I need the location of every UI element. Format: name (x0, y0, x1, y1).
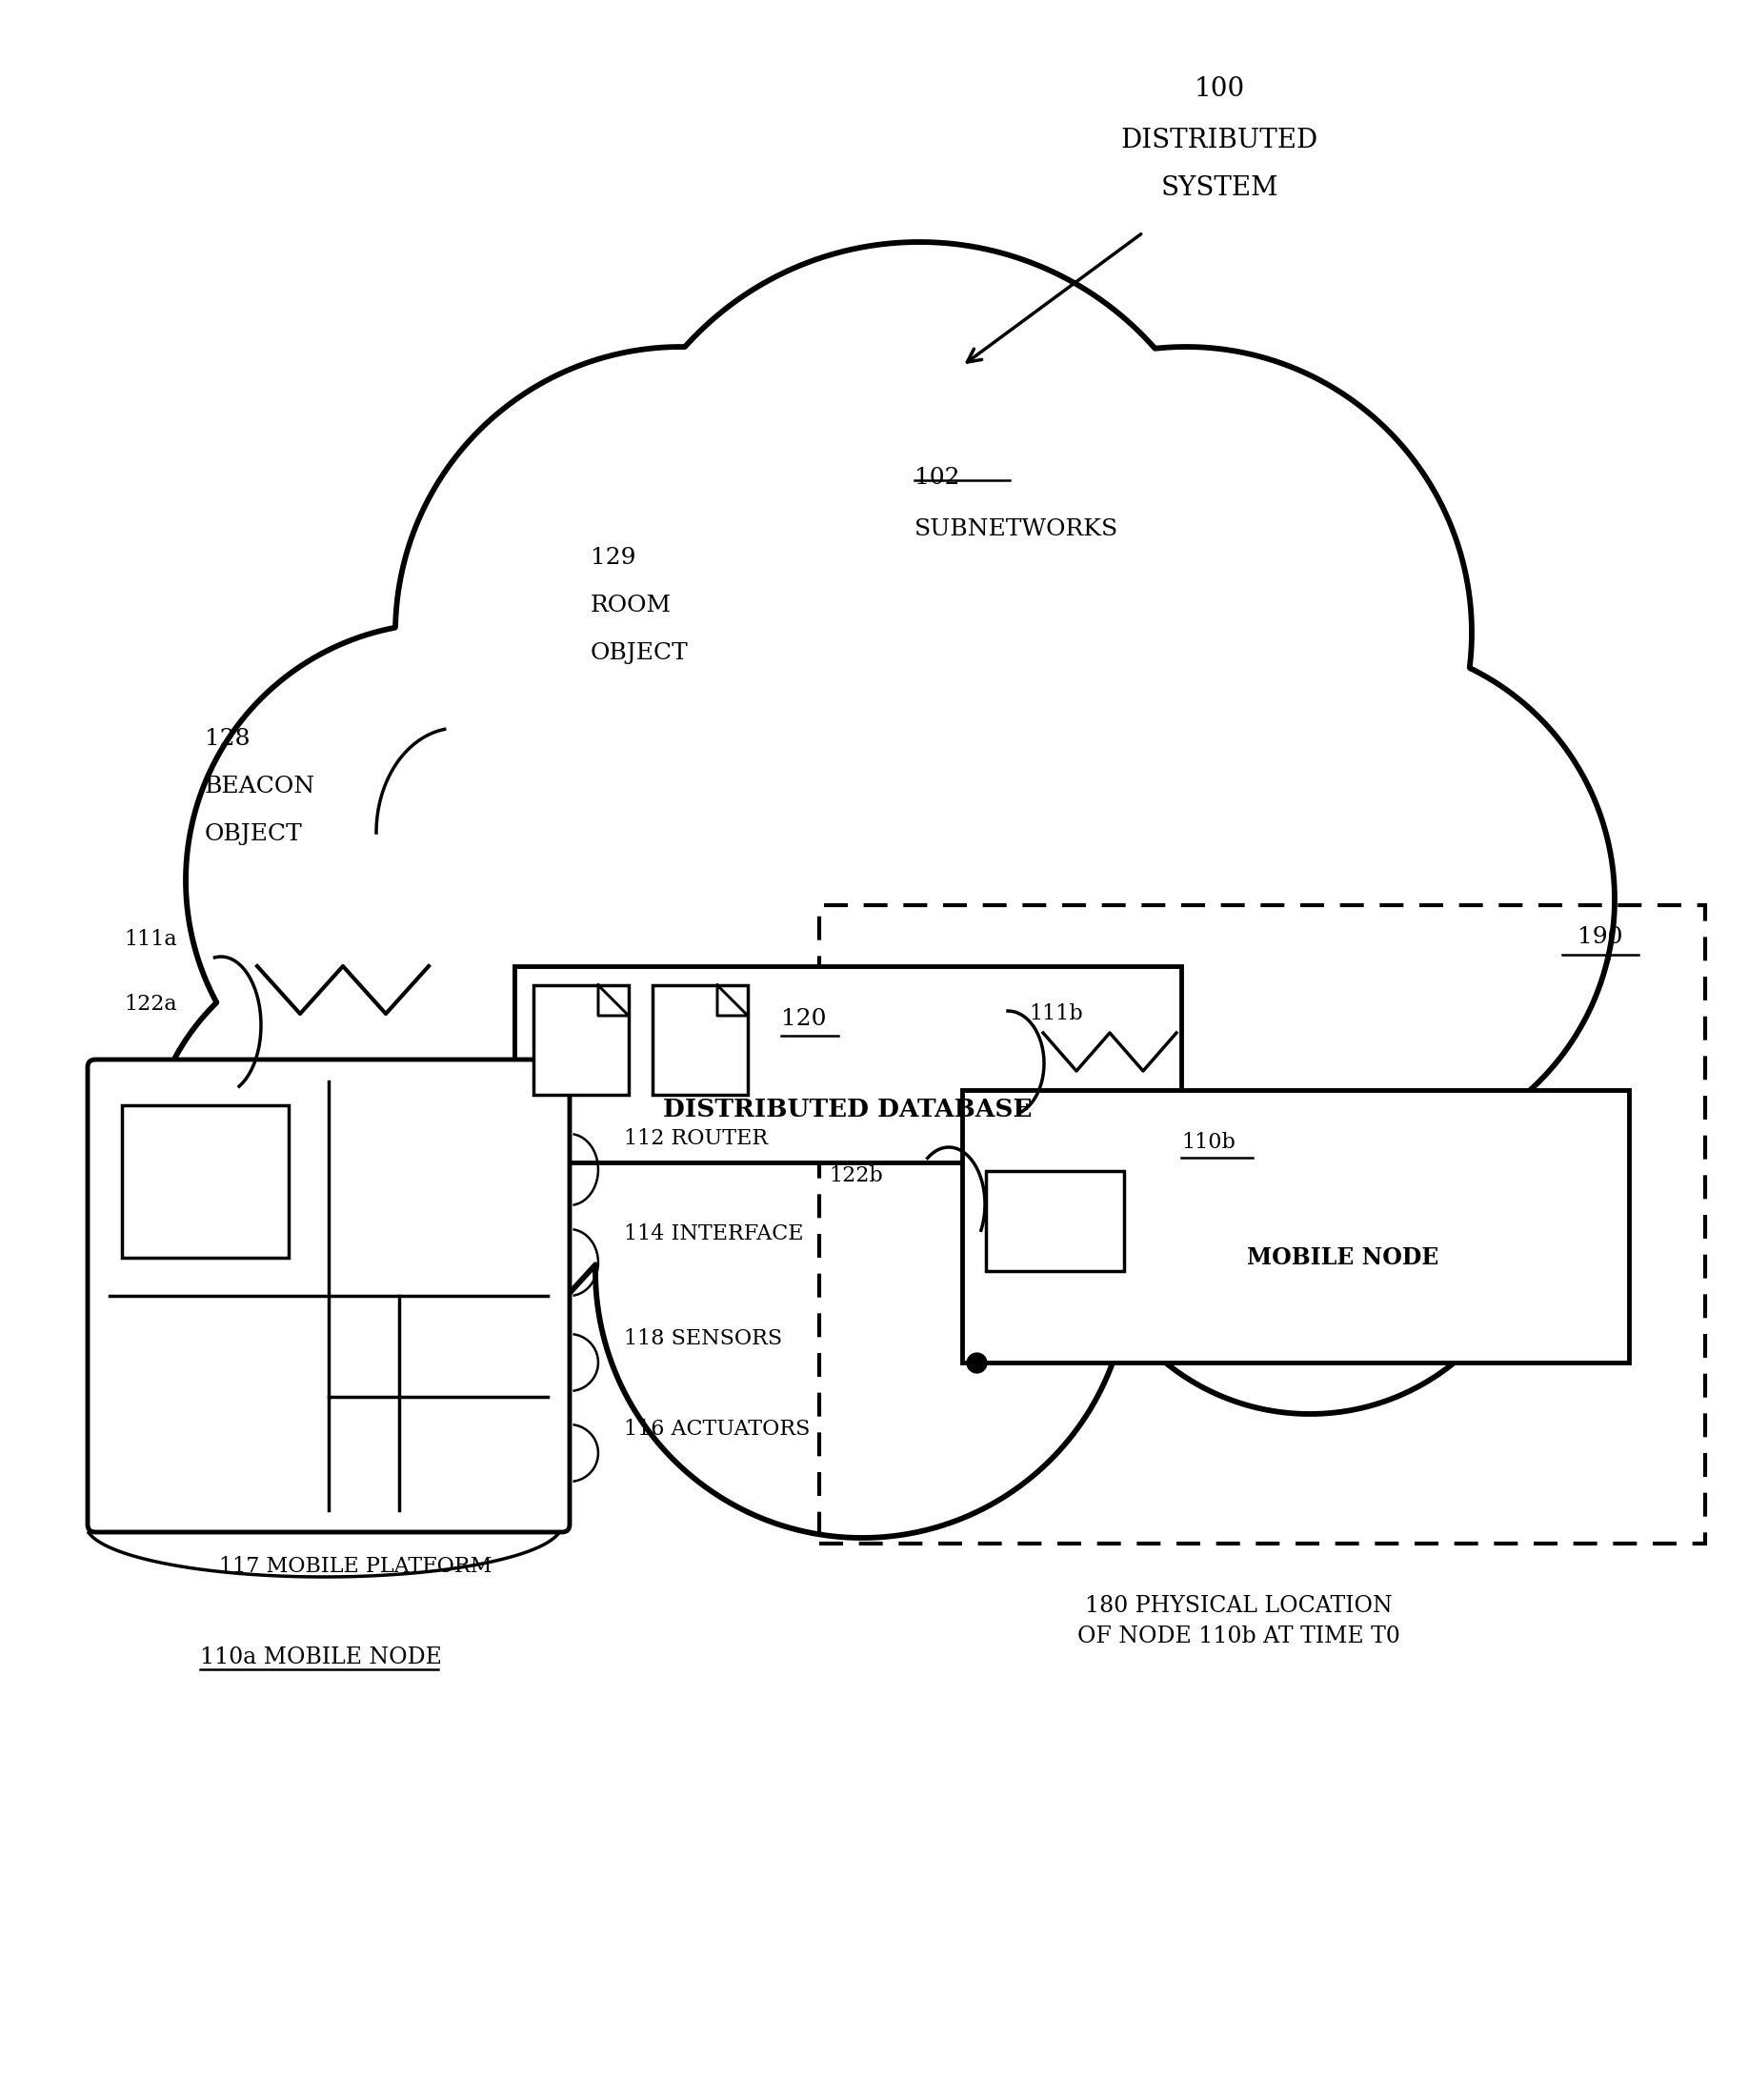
Text: OBJECT: OBJECT (205, 823, 302, 844)
FancyBboxPatch shape (87, 1060, 570, 1533)
Text: 128: 128 (205, 729, 250, 750)
Bar (986, 1172, 1124, 1270)
Text: BEACON: BEACON (205, 775, 315, 798)
Text: 118 SENSORS: 118 SENSORS (624, 1327, 781, 1348)
Bar (961, 1090, 1629, 1363)
Bar (820, 905, 1704, 1544)
Bar (122, 1105, 288, 1258)
Text: 112 ROUTER: 112 ROUTER (624, 1128, 767, 1149)
Text: DISTRIBUTED DATABASE: DISTRIBUTED DATABASE (662, 1098, 1033, 1121)
Text: 120: 120 (781, 1008, 827, 1029)
Text: 110b: 110b (1182, 1132, 1236, 1153)
Text: ROOM: ROOM (591, 594, 671, 617)
Text: 110a MOBILE NODE: 110a MOBILE NODE (199, 1646, 442, 1670)
Text: OBJECT: OBJECT (591, 643, 689, 664)
Bar (514, 966, 1182, 1163)
Text: MOBILE NODE: MOBILE NODE (1248, 1245, 1439, 1268)
Bar (652, 985, 748, 1094)
Text: 190: 190 (1578, 926, 1622, 949)
Text: 111b: 111b (1030, 1004, 1082, 1025)
Text: 116 ACTUATORS: 116 ACTUATORS (624, 1420, 809, 1441)
Text: 180 PHYSICAL LOCATION
OF NODE 110b AT TIME T0: 180 PHYSICAL LOCATION OF NODE 110b AT TI… (1077, 1596, 1400, 1646)
Text: 117 MOBILE PLATFORM: 117 MOBILE PLATFORM (218, 1556, 491, 1577)
Text: 111a: 111a (124, 928, 177, 949)
Text: 102: 102 (914, 466, 960, 489)
Text: SUBNETWORKS: SUBNETWORKS (914, 519, 1119, 540)
Text: 114 INTERFACE: 114 INTERFACE (624, 1224, 804, 1245)
Text: 122b: 122b (829, 1166, 883, 1186)
Text: 122a: 122a (124, 993, 177, 1014)
Text: 129: 129 (591, 546, 636, 569)
Text: SYSTEM: SYSTEM (1161, 174, 1278, 202)
Text: 100: 100 (1194, 76, 1245, 103)
Bar (533, 985, 629, 1094)
Text: DISTRIBUTED: DISTRIBUTED (1120, 128, 1318, 153)
